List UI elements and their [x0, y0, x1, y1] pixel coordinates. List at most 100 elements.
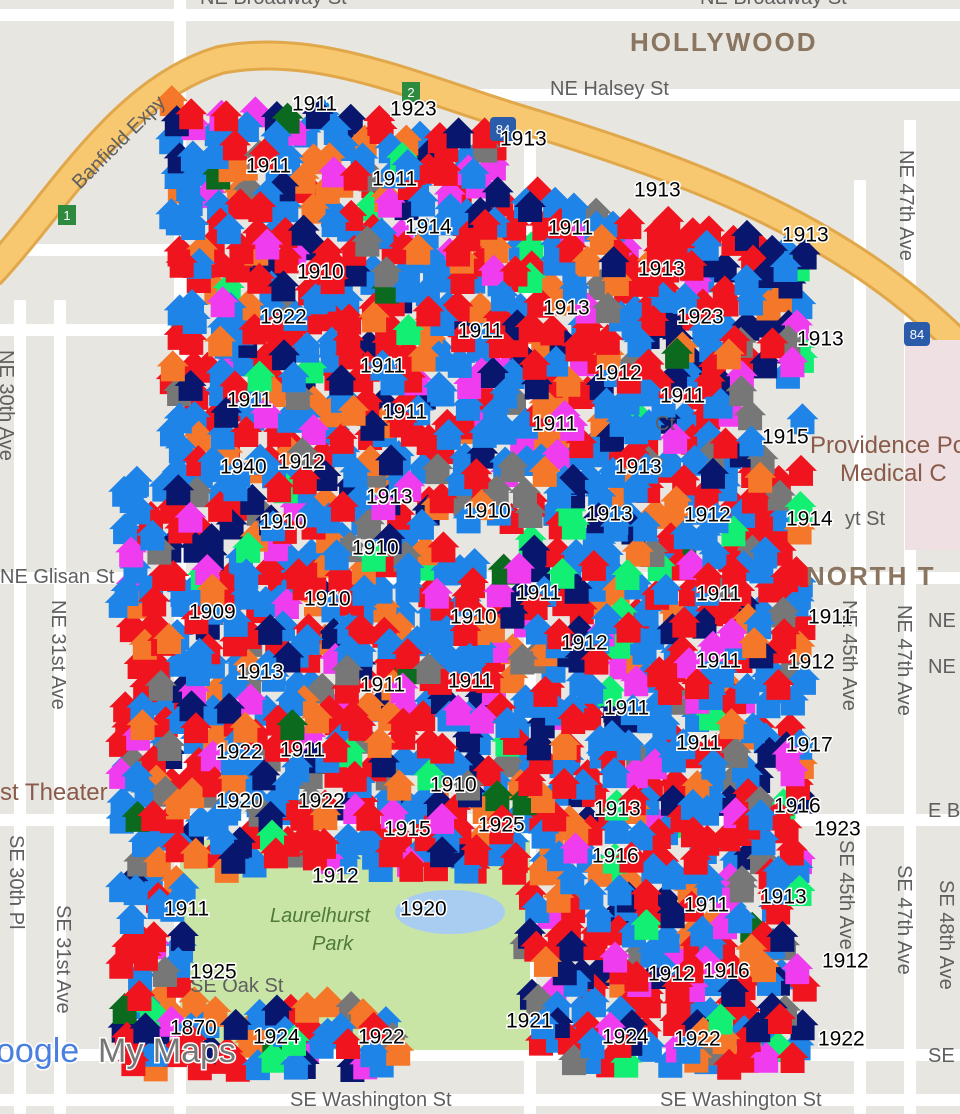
- house-marker[interactable]: [690, 229, 723, 261]
- house-marker[interactable]: [139, 1035, 172, 1067]
- house-marker[interactable]: [544, 207, 577, 239]
- house-marker[interactable]: [749, 347, 782, 379]
- house-marker[interactable]: [153, 729, 186, 761]
- house-marker[interactable]: [294, 721, 327, 753]
- house-marker[interactable]: [225, 233, 258, 265]
- house-marker[interactable]: [177, 760, 210, 792]
- house-marker[interactable]: [619, 471, 652, 503]
- house-marker[interactable]: [617, 784, 650, 816]
- house-marker[interactable]: [144, 669, 177, 701]
- house-marker[interactable]: [620, 665, 653, 697]
- house-marker[interactable]: [357, 540, 390, 572]
- house-marker[interactable]: [407, 340, 440, 372]
- house-marker[interactable]: [385, 406, 418, 438]
- house-marker[interactable]: [786, 1009, 819, 1041]
- house-marker[interactable]: [253, 554, 286, 586]
- house-marker[interactable]: [539, 244, 572, 276]
- house-marker[interactable]: [610, 1046, 643, 1078]
- house-marker[interactable]: [136, 519, 169, 551]
- house-marker[interactable]: [595, 720, 628, 752]
- house-marker[interactable]: [762, 516, 795, 548]
- house-marker[interactable]: [219, 605, 252, 637]
- house-marker[interactable]: [335, 584, 368, 616]
- house-marker[interactable]: [426, 802, 459, 834]
- house-marker[interactable]: [244, 191, 277, 223]
- house-marker[interactable]: [632, 348, 665, 380]
- house-marker[interactable]: [232, 531, 265, 563]
- house-marker[interactable]: [558, 1044, 591, 1076]
- house-marker[interactable]: [737, 482, 770, 514]
- house-marker[interactable]: [174, 577, 207, 609]
- house-marker[interactable]: [460, 833, 493, 865]
- house-marker[interactable]: [391, 571, 424, 603]
- house-marker[interactable]: [542, 840, 575, 872]
- house-marker[interactable]: [180, 603, 213, 635]
- house-marker[interactable]: [580, 643, 613, 675]
- house-marker[interactable]: [565, 593, 598, 625]
- house-marker[interactable]: [600, 812, 633, 844]
- house-marker[interactable]: [109, 513, 142, 545]
- house-marker[interactable]: [704, 1003, 737, 1035]
- house-marker[interactable]: [630, 878, 663, 910]
- house-marker[interactable]: [620, 413, 653, 445]
- house-marker[interactable]: [543, 618, 576, 650]
- house-marker[interactable]: [405, 508, 438, 540]
- house-marker[interactable]: [395, 850, 428, 882]
- house-marker[interactable]: [521, 892, 554, 924]
- house-marker[interactable]: [270, 191, 303, 223]
- house-marker[interactable]: [301, 97, 334, 129]
- house-marker[interactable]: [230, 578, 263, 610]
- house-marker[interactable]: [332, 1028, 365, 1060]
- house-marker[interactable]: [434, 193, 467, 225]
- house-marker[interactable]: [312, 502, 345, 534]
- house-marker[interactable]: [172, 168, 205, 200]
- house-marker[interactable]: [210, 100, 243, 132]
- house-marker[interactable]: [148, 956, 181, 988]
- house-marker[interactable]: [317, 206, 350, 238]
- house-marker[interactable]: [719, 736, 752, 768]
- house-marker[interactable]: [402, 233, 435, 265]
- house-marker[interactable]: [748, 951, 781, 983]
- house-marker[interactable]: [548, 954, 581, 986]
- house-marker[interactable]: [577, 986, 610, 1018]
- house-marker[interactable]: [450, 852, 483, 884]
- house-marker[interactable]: [462, 330, 495, 362]
- house-marker[interactable]: [731, 672, 764, 704]
- house-marker[interactable]: [594, 1011, 627, 1043]
- house-marker[interactable]: [527, 1008, 560, 1040]
- house-marker[interactable]: [689, 519, 722, 551]
- house-marker[interactable]: [612, 611, 645, 643]
- house-marker[interactable]: [787, 663, 820, 695]
- house-marker[interactable]: [453, 367, 486, 399]
- house-marker[interactable]: [648, 708, 681, 740]
- house-marker[interactable]: [316, 263, 349, 295]
- house-marker[interactable]: [196, 573, 229, 605]
- house-marker[interactable]: [582, 901, 615, 933]
- house-marker[interactable]: [712, 947, 745, 979]
- house-marker[interactable]: [708, 275, 741, 307]
- house-marker[interactable]: [176, 140, 209, 172]
- house-marker[interactable]: [254, 613, 287, 645]
- house-marker[interactable]: [521, 613, 554, 645]
- house-marker[interactable]: [442, 694, 475, 726]
- house-marker[interactable]: [391, 254, 424, 286]
- house-marker[interactable]: [449, 615, 482, 647]
- house-marker[interactable]: [697, 748, 730, 780]
- house-marker[interactable]: [200, 138, 233, 170]
- house-marker[interactable]: [155, 198, 188, 230]
- house-marker[interactable]: [750, 1041, 783, 1073]
- house-marker[interactable]: [615, 841, 648, 873]
- house-marker[interactable]: [506, 423, 539, 455]
- house-marker[interactable]: [668, 606, 701, 638]
- house-marker[interactable]: [596, 456, 629, 488]
- house-marker[interactable]: [730, 219, 763, 251]
- house-marker[interactable]: [717, 515, 750, 547]
- house-marker[interactable]: [509, 407, 542, 439]
- house-marker[interactable]: [375, 444, 408, 476]
- house-marker[interactable]: [558, 253, 591, 285]
- house-marker[interactable]: [248, 759, 281, 791]
- house-marker[interactable]: [184, 805, 217, 837]
- house-marker[interactable]: [731, 759, 764, 791]
- house-marker[interactable]: [351, 225, 384, 257]
- house-marker[interactable]: [583, 855, 616, 887]
